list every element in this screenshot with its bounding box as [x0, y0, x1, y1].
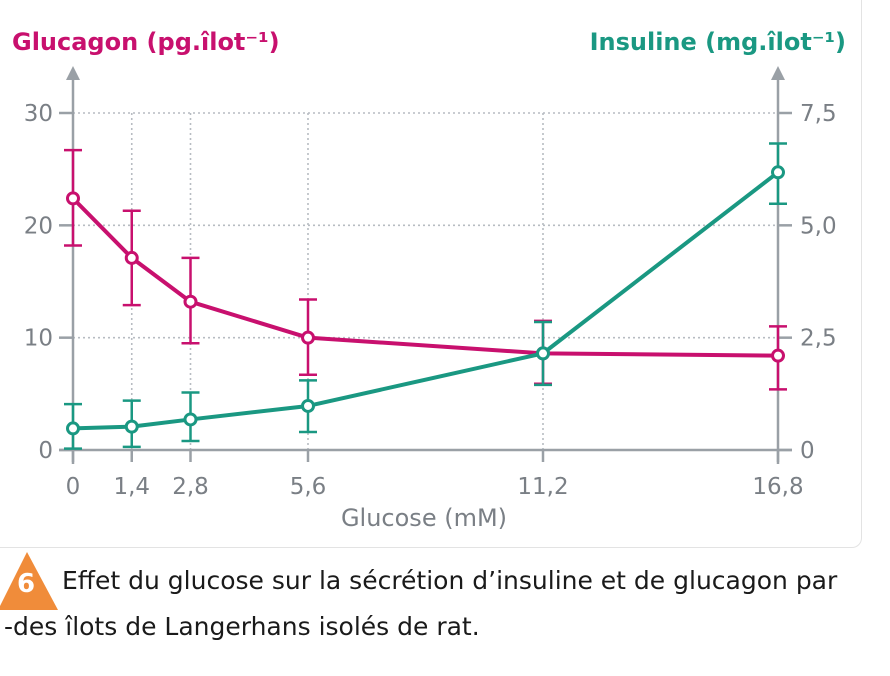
x-tick-label: 2,8: [172, 474, 209, 500]
x-axis-title: Glucose (mM): [341, 504, 507, 532]
glucagon-point: [66, 191, 80, 206]
y-right-axis-arrow: [771, 66, 785, 80]
y-left-axis-title: Glucagon (pg.îlot⁻¹): [12, 28, 280, 56]
x-tick-label: 16,8: [752, 474, 803, 500]
y-right-tick-label: 5,0: [800, 213, 837, 239]
y-right-tick-label: 7,5: [800, 101, 837, 127]
insuline-point: [124, 419, 139, 434]
insuline-point: [183, 412, 198, 427]
insuline-point: [66, 421, 80, 436]
glucagon-point: [301, 330, 315, 345]
series-insuline: [64, 142, 787, 450]
insuline-point: [771, 165, 785, 180]
axes: [59, 66, 792, 464]
y-right-axis-title: Insuline (mg.îlot⁻¹): [590, 28, 846, 56]
ticks: 0 10 20 30 0 2,5 5,0 7,5 0 1,4 2,8 5,6 11,2 16,8: [24, 101, 837, 500]
y-right-tick-label: 2,5: [800, 326, 837, 352]
x-tick-label: 11,2: [517, 474, 568, 500]
y-left-axis-arrow: [66, 66, 80, 80]
figure-number: 6: [17, 569, 35, 599]
glucagon-point: [124, 250, 139, 265]
glucagon-line: [71, 196, 779, 358]
y-right-tick-label: 0: [800, 438, 815, 464]
insuline-point: [301, 398, 315, 413]
line-chart: 0 10 20 30 0 2,5 5,0 7,5 0 1,4 2,8 5,6 11,2 16,8 Gluc…: [12, 28, 846, 532]
badge-triangle: [0, 552, 58, 610]
x-tick-label: 1,4: [113, 474, 150, 500]
figure-caption-line-1: Effet du glucose sur la sécrétion d’insu…: [62, 566, 838, 595]
glucagon-point: [771, 348, 785, 363]
x-tick-label: 0: [66, 474, 81, 500]
grid: [73, 112, 778, 450]
x-tick-label: 5,6: [290, 474, 327, 500]
y-left-tick-label: 30: [24, 101, 53, 127]
series-layer: [64, 142, 787, 450]
glucagon-point: [183, 294, 198, 309]
insuline-point: [536, 346, 550, 361]
figure-caption-line-2: -des îlots de Langerhans isolés de rat.: [4, 612, 480, 641]
y-left-tick-label: 0: [38, 438, 53, 464]
figure-number-badge: 6: [0, 552, 58, 610]
insuline-line: [72, 170, 780, 431]
series-glucagon: [64, 148, 787, 391]
chart-card: 0 10 20 30 0 2,5 5,0 7,5 0 1,4 2,8 5,6 11,2 16,8 Gluc…: [0, 0, 862, 548]
y-left-tick-label: 10: [24, 326, 53, 352]
y-left-tick-label: 20: [24, 213, 53, 239]
